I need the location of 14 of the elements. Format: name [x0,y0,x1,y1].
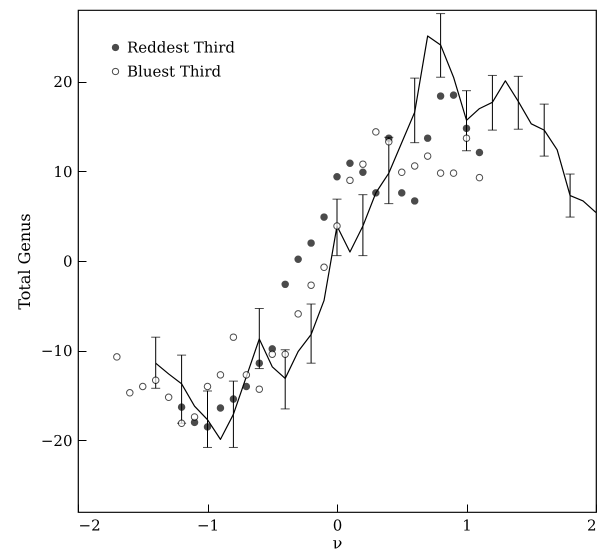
y-tick-label: −20 [40,432,72,450]
x-axis-title: ν [332,534,342,552]
y-tick-label: 20 [53,73,72,92]
y-tick-label: 0 [62,252,72,270]
x-tick-label: −2 [78,516,101,534]
y-axis-title: Total Genus [14,213,34,310]
y-tick-label: −10 [40,342,72,360]
x-tick-label: 1 [462,516,472,534]
x-tick-label: 0 [332,516,342,534]
x-tick-label: 2 [586,516,596,534]
legend-label: Bluest Third [127,62,222,80]
x-tick-label: −1 [196,516,220,534]
legend-label: Reddest Third [127,38,236,56]
y-tick-label: 10 [53,162,72,181]
